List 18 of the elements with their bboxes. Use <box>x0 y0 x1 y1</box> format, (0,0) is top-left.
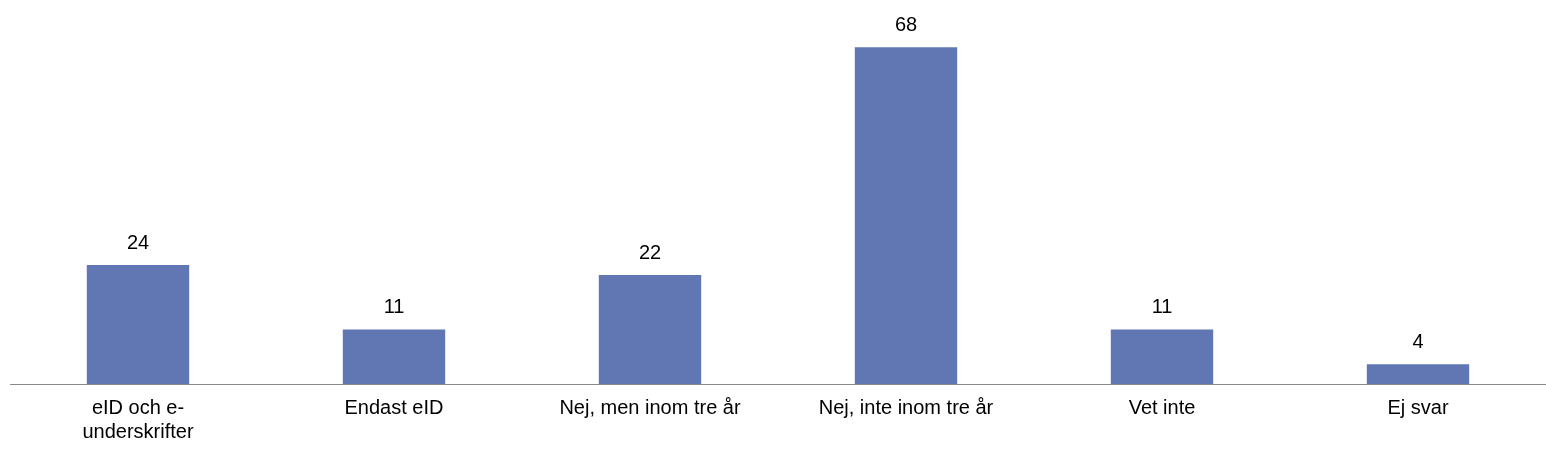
x-tick-label: eID och e-underskrifter <box>82 395 194 442</box>
x-tick-label: Nej, men inom tre år <box>559 395 741 418</box>
bar <box>1110 329 1214 384</box>
bar <box>1366 364 1470 384</box>
data-label: 11 <box>1151 295 1173 318</box>
bar <box>598 275 702 384</box>
data-label: 22 <box>638 240 662 263</box>
x-tick-label: Vet inte <box>1128 395 1196 418</box>
bar <box>86 265 190 384</box>
bar <box>342 329 446 384</box>
data-label: 68 <box>894 12 918 35</box>
bar <box>854 47 958 384</box>
x-tick-label: Nej, inte inom tre år <box>818 395 994 418</box>
data-label: 11 <box>383 295 405 318</box>
x-tick-label: Ej svar <box>1387 395 1449 418</box>
data-label: 24 <box>126 230 150 253</box>
x-tick-label: Endast eID <box>344 395 444 418</box>
data-label: 4 <box>1412 329 1424 352</box>
